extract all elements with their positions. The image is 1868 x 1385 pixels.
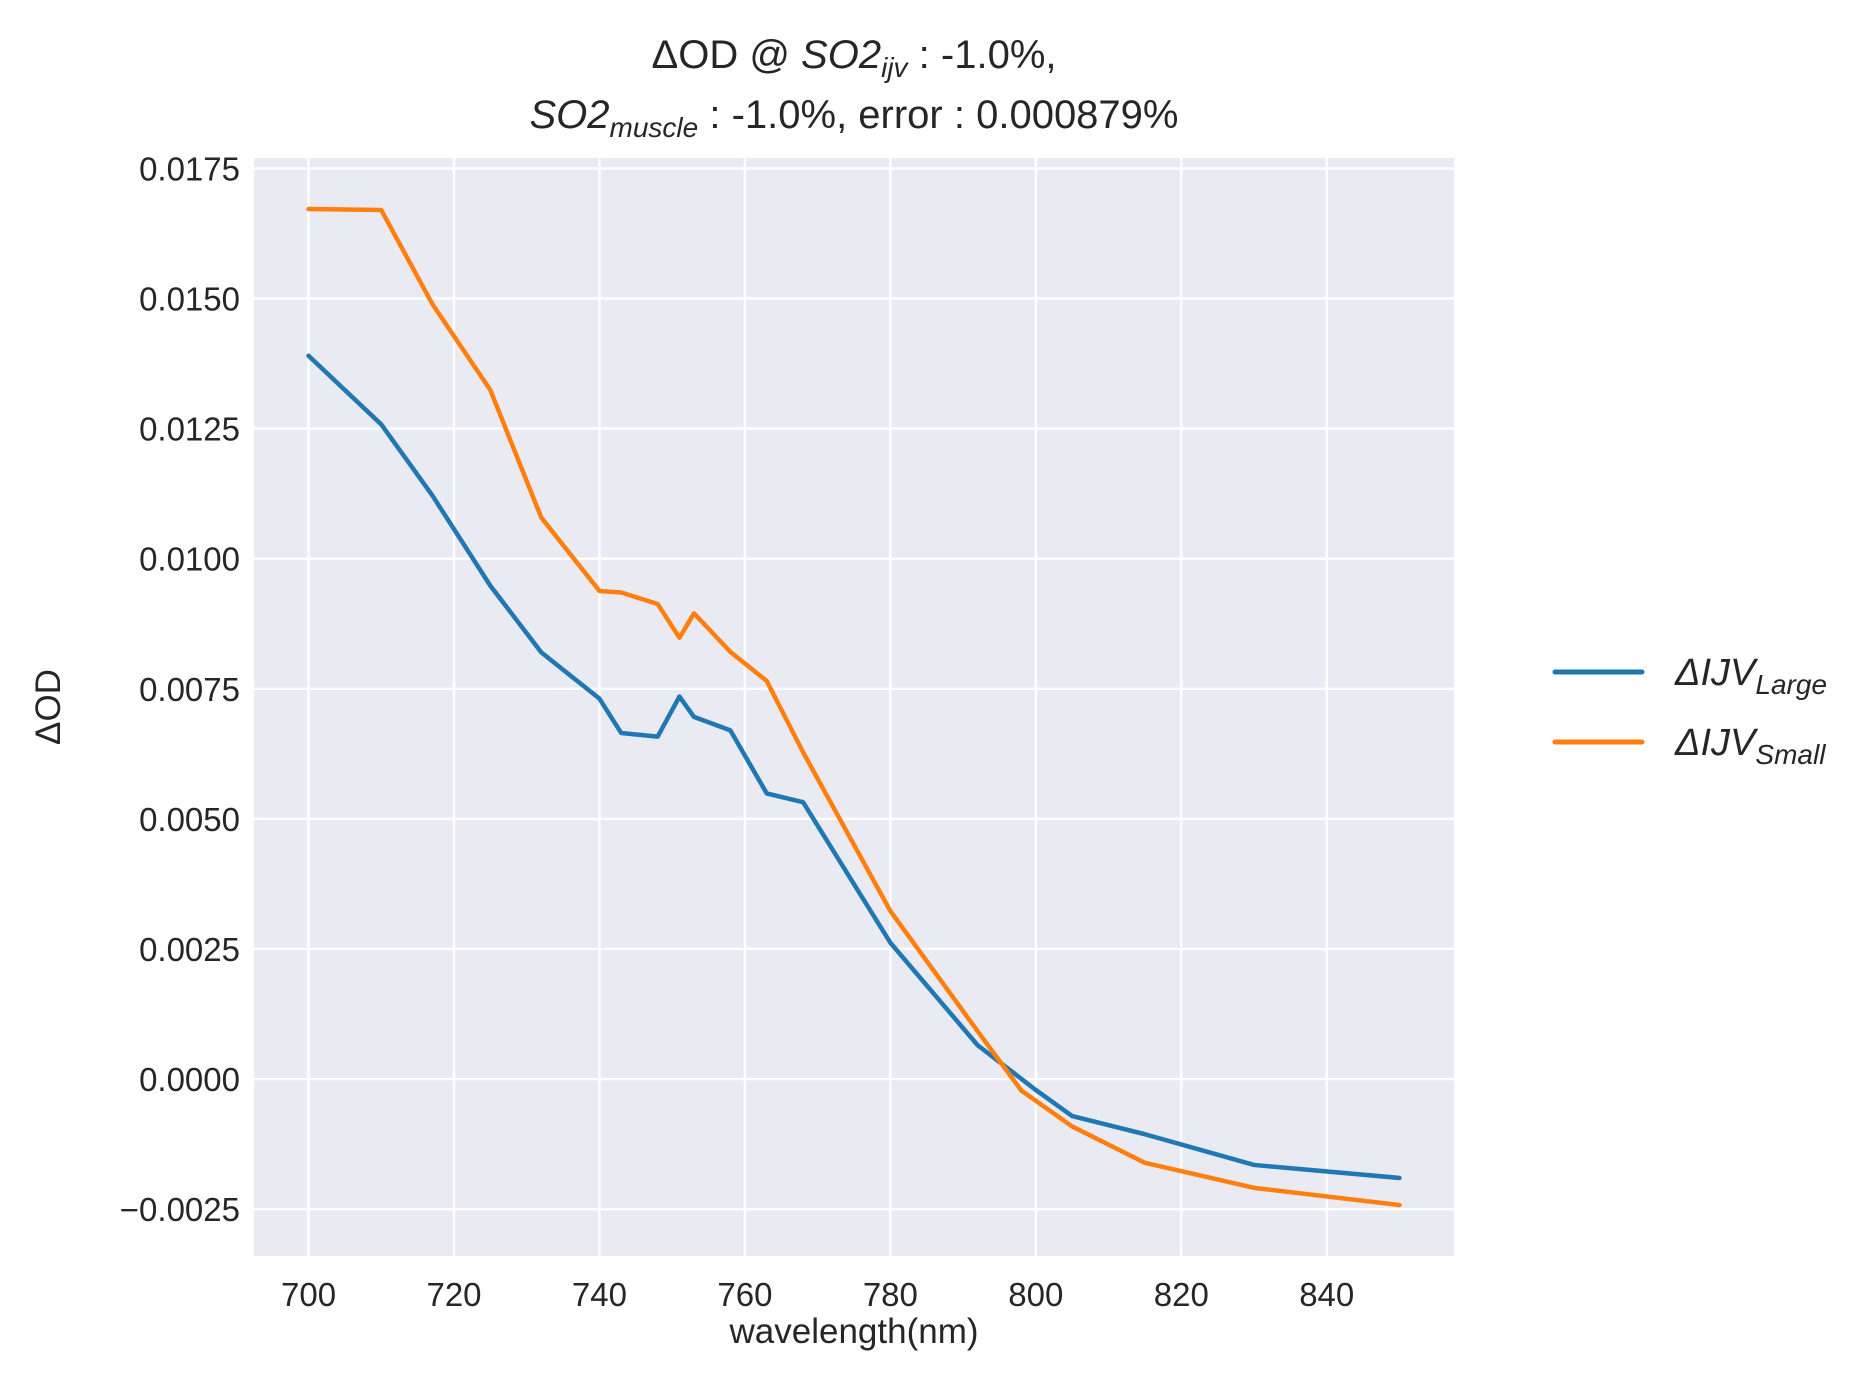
y-tick-label-1: 0.0000	[139, 1061, 240, 1098]
x-tick-label-800: 800	[1008, 1276, 1063, 1313]
chart-title-line-2: SO2muscle : -1.0%, error : 0.000879%	[529, 93, 1178, 143]
y-tick-label-7: 0.0150	[139, 281, 240, 318]
y-axis-label: ΔOD	[29, 669, 68, 745]
y-axis-ticks: −0.0025 0.0000 0.0025 0.0050 0.0075 0.0100 0.0…	[120, 150, 240, 1228]
y-tick-label-6: 0.0125	[139, 411, 240, 448]
y-tick-label-0: −0.0025	[120, 1191, 240, 1228]
legend-label-base-small: ΔIJV	[1674, 722, 1759, 764]
title-line-1-part-3: : -1.0%,	[908, 33, 1057, 77]
x-tick-label-700: 700	[281, 1276, 336, 1313]
legend-label-sub-large: Large	[1755, 669, 1827, 700]
x-tick-label-840: 840	[1299, 1276, 1354, 1313]
title-line-1-part-1: SO2	[801, 33, 881, 77]
y-tick-label-2: 0.0025	[139, 931, 240, 968]
grid	[254, 158, 1454, 1256]
legend-label-sub-small: Small	[1755, 739, 1826, 770]
x-tick-label-780: 780	[863, 1276, 918, 1313]
title-line-2-part-1: muscle	[610, 112, 699, 143]
y-tick-label-8: 0.0175	[139, 150, 240, 187]
plot-area	[254, 158, 1454, 1256]
x-tick-label-720: 720	[426, 1276, 481, 1313]
x-tick-label-760: 760	[717, 1276, 772, 1313]
chart-title-line-1: ΔOD @ SO2ijv : -1.0%,	[651, 33, 1056, 83]
series-line-small	[306, 206, 1402, 1208]
x-axis-label: wavelength(nm)	[729, 1312, 979, 1351]
title-line-2-part-2: : -1.0%, error : 0.000879%	[698, 93, 1178, 137]
legend-label-base-large: ΔIJV	[1674, 652, 1759, 694]
y-tick-label-5: 0.0100	[139, 541, 240, 578]
title-line-1-part-0: ΔOD @	[651, 33, 801, 77]
series-group	[306, 206, 1402, 1208]
series-line-large	[306, 353, 1402, 1181]
x-tick-label-820: 820	[1154, 1276, 1209, 1313]
title-line-2-part-0: SO2	[529, 93, 609, 137]
x-tick-label-740: 740	[572, 1276, 627, 1313]
legend-label-large: ΔIJVLarge	[1674, 652, 1827, 700]
x-axis-ticks: 700 720 740 760 780 800 820 840	[281, 1276, 1354, 1313]
y-tick-label-3: 0.0050	[139, 801, 240, 838]
legend-label-small: ΔIJVSmall	[1674, 722, 1826, 770]
y-tick-label-4: 0.0075	[139, 671, 240, 708]
title-line-1-part-2: ijv	[881, 52, 909, 83]
